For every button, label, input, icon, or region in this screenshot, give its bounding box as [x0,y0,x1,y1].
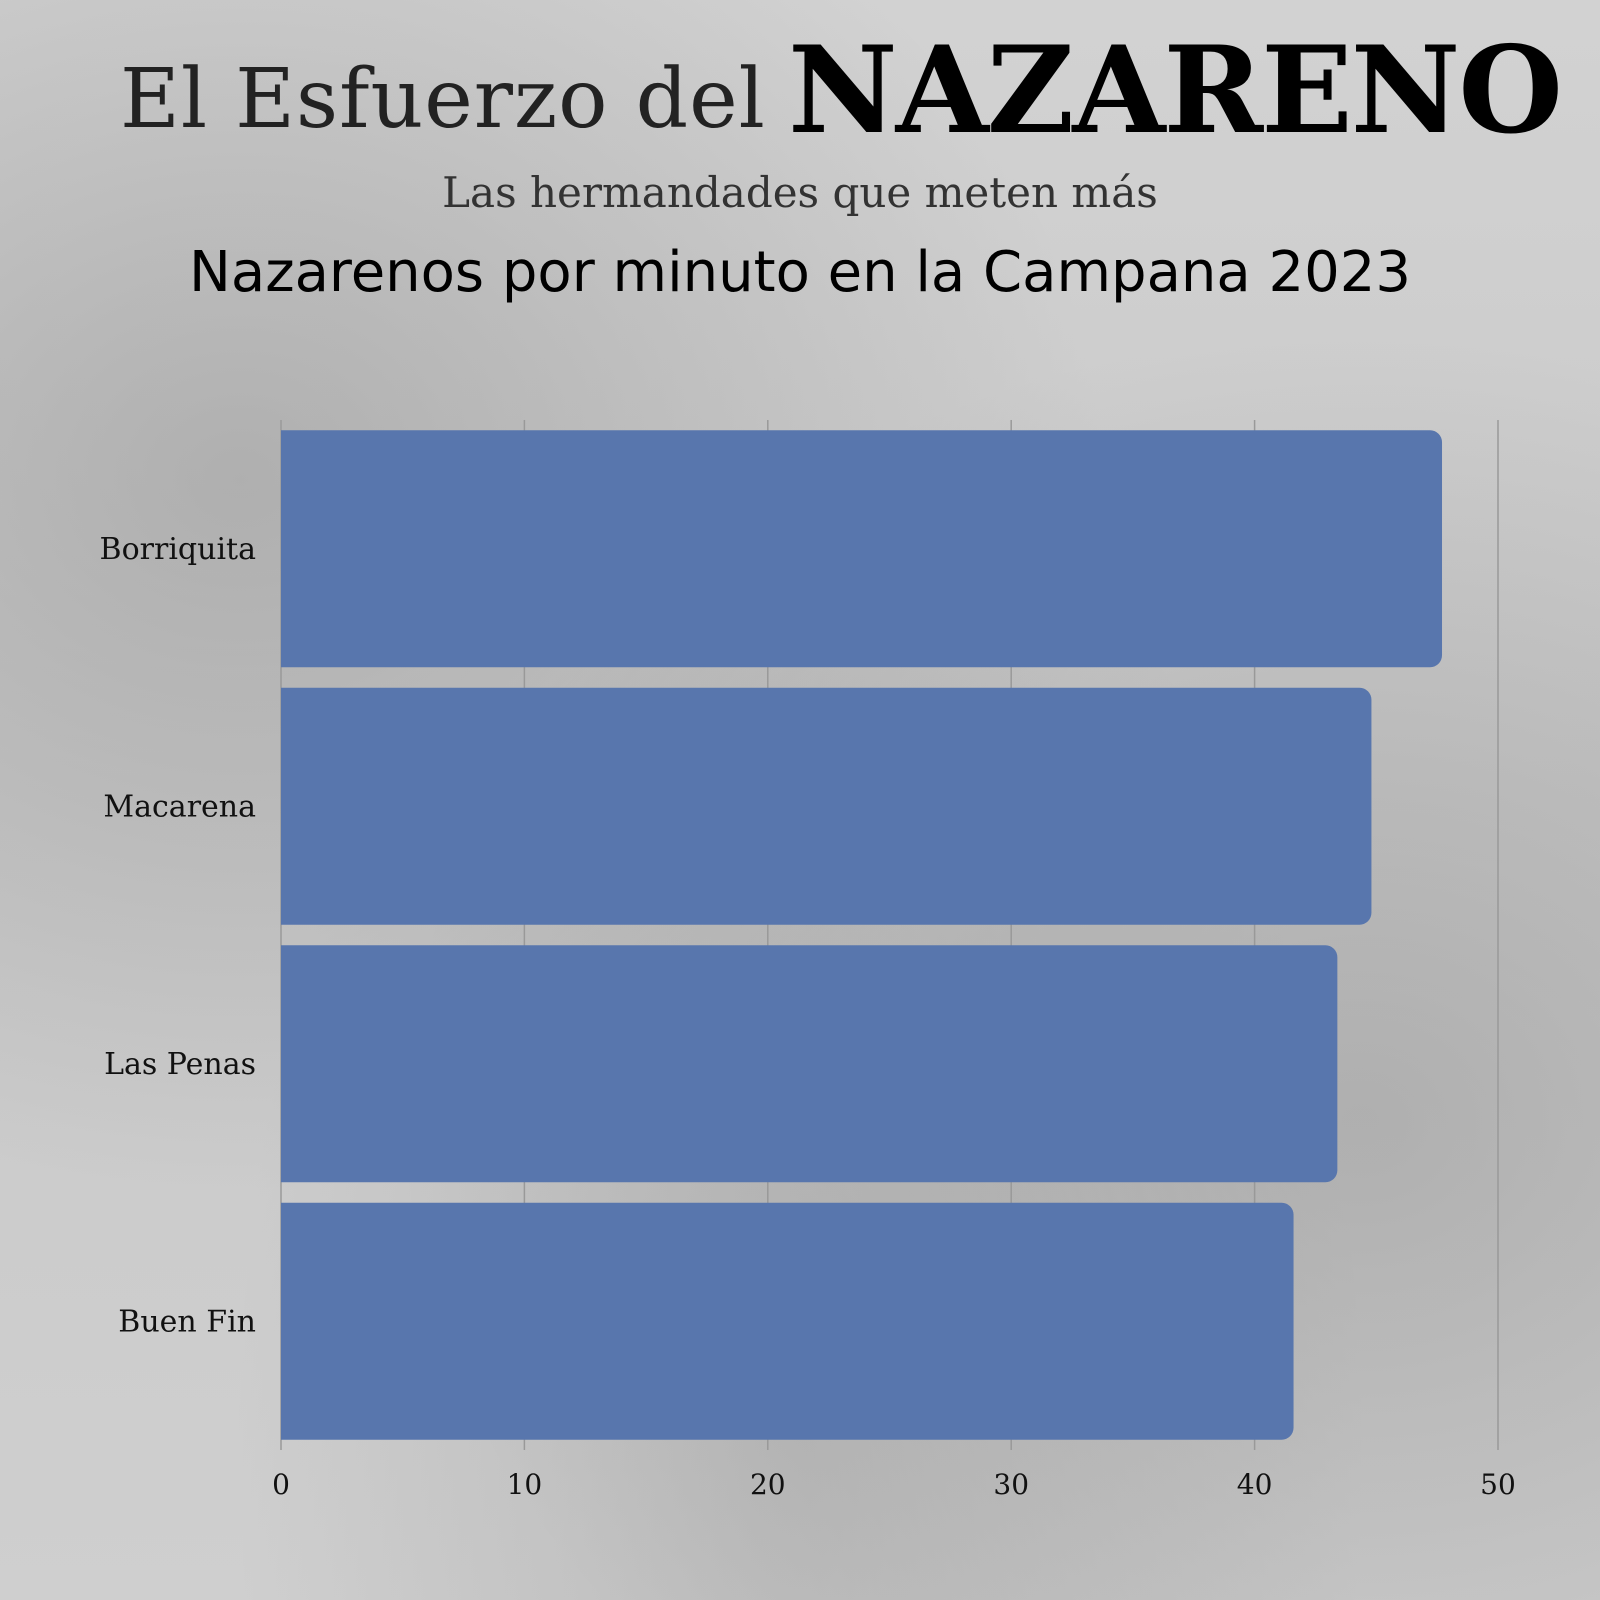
x-tick-label: 50 [1480,1468,1516,1501]
x-tick-label: 30 [993,1468,1029,1501]
subtitle: Las hermandades que meten más [442,168,1158,217]
bar [280,1202,1294,1440]
category-label: Macarena [103,789,256,824]
x-tick-label: 20 [750,1468,786,1501]
category-label: Buen Fin [118,1304,256,1339]
category-label: Borriquita [100,532,257,567]
title-bold: NAZARENO [788,20,1563,161]
chart-title: Nazarenos por minuto en la Campana 2023 [188,240,1412,305]
x-tick-label: 10 [507,1468,543,1501]
title-light: El Esfuerzo del [120,52,766,147]
x-tick-label: 0 [272,1468,290,1501]
category-label: Las Penas [104,1047,256,1082]
bar [281,945,1338,1183]
bar [281,430,1443,668]
bar [281,687,1372,925]
x-tick-label: 40 [1237,1468,1273,1501]
